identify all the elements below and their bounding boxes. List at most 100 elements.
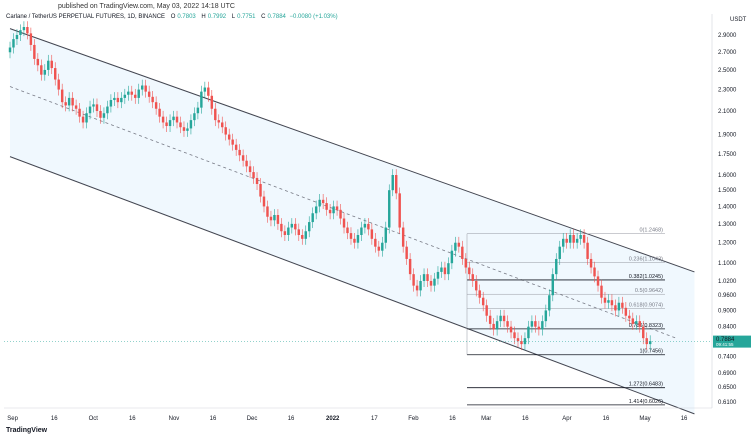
candle-body bbox=[95, 104, 99, 111]
candle-body bbox=[227, 134, 231, 140]
low-value: 0.7751 bbox=[237, 14, 256, 20]
candle-body bbox=[273, 214, 276, 221]
fib-level-label: 0.618(0.9074) bbox=[629, 303, 663, 309]
candle-body bbox=[635, 321, 638, 324]
channel-median-line bbox=[9, 86, 677, 339]
candle-body bbox=[499, 315, 502, 322]
candle-body bbox=[99, 110, 102, 118]
symbol-name: Carlane / TetherUS PERPETUAL FUTURES, 1D… bbox=[6, 14, 166, 20]
x-tick-label: Mar bbox=[481, 416, 491, 422]
candle-body bbox=[558, 246, 561, 259]
y-tick-label: 0.7400 bbox=[718, 355, 737, 361]
candle-body bbox=[210, 95, 214, 109]
candle-body bbox=[60, 89, 64, 103]
x-tick-label: Nov bbox=[169, 416, 180, 422]
candle-body bbox=[495, 321, 499, 330]
candle-body bbox=[172, 116, 175, 121]
candle-body bbox=[113, 97, 116, 101]
candle-body bbox=[290, 223, 294, 228]
candle-body bbox=[22, 27, 26, 31]
candle-body bbox=[464, 258, 468, 268]
tradingview-logo[interactable]: TradingView bbox=[6, 427, 48, 434]
y-tick-label: 0.8400 bbox=[718, 325, 737, 331]
candle-body bbox=[102, 113, 106, 118]
x-tick-label: Feb bbox=[408, 416, 419, 422]
y-tick-label: 1.4000 bbox=[718, 204, 737, 210]
candle-body bbox=[221, 122, 224, 128]
candle-body bbox=[165, 122, 168, 127]
candle-body bbox=[47, 60, 50, 70]
candle-body bbox=[224, 127, 227, 135]
candle-body bbox=[280, 223, 283, 232]
candle-body bbox=[614, 305, 617, 311]
candle-body bbox=[443, 267, 447, 275]
candle-body bbox=[88, 106, 92, 114]
candle-body bbox=[534, 321, 537, 327]
candle-body bbox=[648, 341, 652, 345]
close-value: 0.7884 bbox=[267, 14, 286, 20]
candle-body bbox=[33, 44, 36, 59]
y-tick-label: 1.6000 bbox=[718, 173, 737, 179]
candle-body bbox=[134, 94, 137, 98]
candle-body bbox=[349, 233, 353, 239]
candle-body bbox=[381, 242, 384, 251]
candle-body bbox=[67, 97, 71, 106]
candle-body bbox=[450, 250, 454, 264]
candle-body bbox=[74, 105, 78, 109]
candle-body bbox=[481, 297, 485, 306]
low-label: L bbox=[231, 14, 236, 20]
candle-body bbox=[241, 155, 245, 161]
candle-body bbox=[509, 326, 513, 333]
x-tick-label: Apr bbox=[562, 416, 571, 422]
candle-body bbox=[297, 229, 301, 236]
candle-body bbox=[384, 227, 387, 243]
candle-body bbox=[294, 223, 297, 230]
candle-body bbox=[57, 79, 60, 90]
y-tick-label: 1.5000 bbox=[718, 188, 737, 194]
candle-body bbox=[422, 274, 426, 281]
candle-body bbox=[151, 96, 154, 103]
last-price-value: 0.7884 bbox=[716, 337, 735, 343]
candle-body bbox=[582, 235, 586, 243]
candle-body bbox=[217, 120, 220, 123]
y-tick-label: 1.7500 bbox=[718, 152, 737, 158]
candle-body bbox=[245, 160, 248, 167]
candle-body bbox=[301, 235, 304, 239]
candle-body bbox=[579, 235, 582, 239]
candle-body bbox=[161, 116, 165, 123]
candle-body bbox=[607, 300, 610, 303]
x-tick-label: 16 bbox=[449, 416, 456, 422]
candle-body bbox=[596, 276, 600, 286]
candle-body bbox=[342, 218, 346, 228]
candle-body bbox=[454, 242, 457, 251]
candle-body bbox=[26, 27, 29, 34]
candle-body bbox=[106, 106, 109, 114]
x-tick-label: Oct bbox=[89, 416, 99, 422]
candle-body bbox=[520, 341, 523, 345]
candle-body bbox=[544, 310, 548, 322]
candle-body bbox=[405, 246, 408, 259]
candle-body bbox=[593, 267, 596, 277]
y-tick-label: 2.7000 bbox=[718, 50, 737, 56]
x-tick-label: May bbox=[639, 416, 650, 422]
y-tick-label: 2.3000 bbox=[718, 88, 737, 94]
candle-body bbox=[600, 285, 603, 298]
publish-bar: published on TradingView.com, May 03, 20… bbox=[0, 0, 752, 12]
open-value: 0.7803 bbox=[177, 14, 196, 20]
candle-body bbox=[488, 315, 492, 324]
candle-body bbox=[214, 108, 217, 121]
candle-body bbox=[123, 94, 127, 98]
y-tick-label: 1.0200 bbox=[718, 279, 737, 285]
high-value: 0.7992 bbox=[207, 14, 227, 20]
candle-body bbox=[638, 321, 641, 327]
channel-lower-line bbox=[9, 156, 695, 415]
y-axis-unit: USDT bbox=[730, 17, 747, 23]
candle-body bbox=[575, 238, 579, 243]
candle-body bbox=[447, 263, 450, 275]
candle-body bbox=[318, 199, 321, 207]
candle-body bbox=[304, 231, 307, 239]
candle-body bbox=[71, 97, 74, 106]
candle-body bbox=[624, 307, 628, 316]
candle-body bbox=[471, 274, 474, 281]
